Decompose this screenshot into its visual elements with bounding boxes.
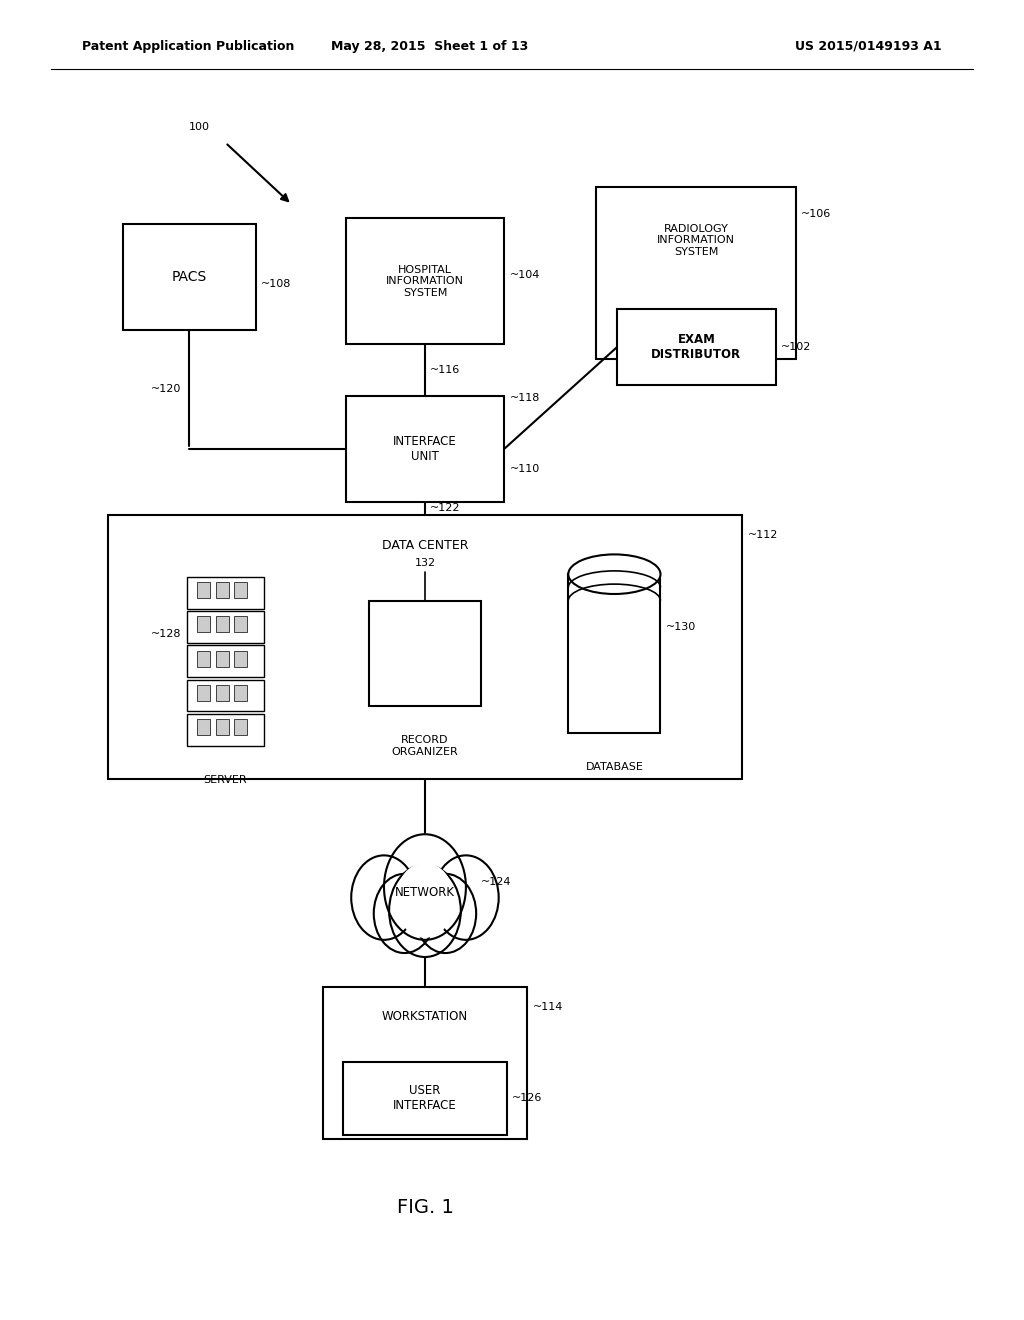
Text: ~102: ~102 [781, 342, 811, 352]
Text: HOSPITAL
INFORMATION
SYSTEM: HOSPITAL INFORMATION SYSTEM [386, 264, 464, 298]
Text: 100: 100 [189, 121, 210, 132]
FancyBboxPatch shape [596, 187, 797, 359]
FancyBboxPatch shape [369, 601, 481, 706]
FancyBboxPatch shape [568, 574, 660, 733]
Ellipse shape [568, 554, 660, 594]
Text: ~128: ~128 [152, 628, 182, 639]
Text: ~106: ~106 [802, 209, 831, 219]
Circle shape [384, 834, 466, 940]
Bar [233, 616, 248, 632]
Bar [197, 651, 211, 667]
Text: ~116: ~116 [430, 364, 461, 375]
Text: DATABASE: DATABASE [586, 762, 643, 772]
Bar [215, 651, 229, 667]
FancyBboxPatch shape [343, 1061, 507, 1134]
Text: ~114: ~114 [532, 1002, 563, 1011]
Text: ~110: ~110 [510, 463, 540, 474]
Text: US 2015/0149193 A1: US 2015/0149193 A1 [796, 40, 942, 53]
FancyBboxPatch shape [616, 309, 776, 385]
Bar [233, 719, 248, 735]
Text: PACS: PACS [172, 271, 207, 284]
FancyBboxPatch shape [345, 396, 504, 502]
Bar [215, 582, 229, 598]
Circle shape [433, 855, 499, 940]
Bar [215, 616, 229, 632]
Bar [197, 719, 211, 735]
Bar [215, 685, 229, 701]
Text: ~124: ~124 [481, 876, 512, 887]
Text: NETWORK: NETWORK [395, 886, 455, 899]
Text: SERVER: SERVER [204, 775, 247, 785]
Circle shape [389, 865, 461, 957]
Bar [186, 645, 264, 677]
Text: INTERFACE
UNIT: INTERFACE UNIT [393, 434, 457, 463]
Circle shape [374, 874, 435, 953]
Text: ~108: ~108 [261, 279, 292, 289]
Text: Patent Application Publication: Patent Application Publication [82, 40, 294, 53]
Text: ~120: ~120 [151, 384, 181, 395]
Text: ~112: ~112 [748, 529, 778, 540]
Bar [197, 582, 211, 598]
Circle shape [351, 855, 417, 940]
FancyBboxPatch shape [123, 224, 256, 330]
Bar [186, 577, 264, 609]
Text: EXAM
DISTRIBUTOR: EXAM DISTRIBUTOR [651, 333, 741, 362]
FancyBboxPatch shape [108, 515, 742, 779]
Text: FIG. 1: FIG. 1 [396, 1199, 454, 1217]
Bar [186, 714, 264, 746]
Text: RADIOLOGY
INFORMATION
SYSTEM: RADIOLOGY INFORMATION SYSTEM [657, 223, 735, 257]
Text: ~104: ~104 [510, 269, 540, 280]
Bar [186, 680, 264, 711]
Text: WORKSTATION: WORKSTATION [382, 1011, 468, 1023]
Text: ~118: ~118 [510, 393, 540, 403]
Circle shape [415, 874, 476, 953]
Bar [233, 685, 248, 701]
Text: 132: 132 [415, 557, 435, 568]
FancyBboxPatch shape [323, 987, 527, 1138]
Bar [233, 651, 248, 667]
Text: ~130: ~130 [666, 622, 696, 632]
Text: May 28, 2015  Sheet 1 of 13: May 28, 2015 Sheet 1 of 13 [332, 40, 528, 53]
Bar [197, 685, 211, 701]
Bar [186, 611, 264, 643]
FancyBboxPatch shape [345, 218, 504, 343]
Text: USER
INTERFACE: USER INTERFACE [393, 1084, 457, 1113]
Circle shape [396, 863, 454, 937]
Text: DATA CENTER: DATA CENTER [382, 539, 468, 552]
Bar [233, 582, 248, 598]
Bar [197, 616, 211, 632]
Text: ~126: ~126 [512, 1093, 543, 1104]
Text: ~122: ~122 [430, 503, 461, 513]
Text: RECORD
ORGANIZER: RECORD ORGANIZER [391, 735, 459, 756]
Bar [215, 719, 229, 735]
